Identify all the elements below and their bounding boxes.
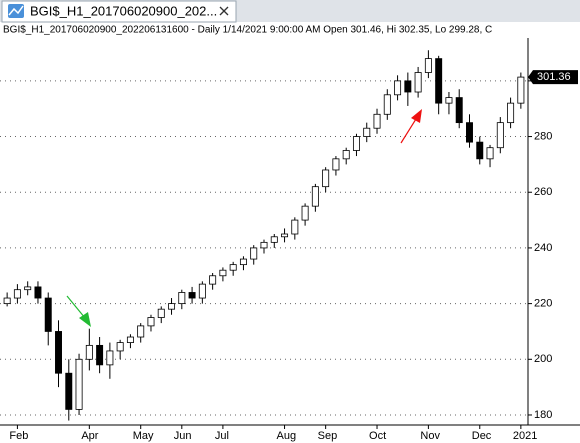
candle-body [466,122,473,143]
candle-body [311,186,319,207]
y-tick-label: 200 [534,353,552,365]
candle-body [44,297,52,332]
candle-body [373,113,381,129]
x-tick-label: Apr [81,430,98,442]
candle-body [147,317,155,327]
candle-body [13,289,21,299]
candle-body [414,72,422,93]
candle-body [486,147,494,160]
tab-title[interactable]: BGI$_H1_201706020900_202... [30,3,217,18]
x-tick-label: Dec [472,430,492,442]
candle-body [383,94,391,115]
x-tick-label: Sep [318,430,338,442]
candle-body [394,80,402,96]
annotation-arrow-red [400,109,422,144]
candle-body [219,269,227,277]
candle-body [24,286,32,291]
candle-body [424,58,432,73]
candle-body [270,236,278,243]
candle-body [260,241,268,249]
candle-body [116,342,124,352]
candle-body [34,286,42,299]
y-tick-label: 240 [534,242,552,254]
candle-body [281,233,289,238]
candle-body [178,292,186,305]
x-tick-label: Nov [420,430,440,442]
candle-body [188,292,196,299]
plot: 180200220240260280300FebAprMayJunJulAugS… [0,50,578,442]
x-tick-label: 2021 [513,430,537,442]
candle-body [126,336,134,343]
y-tick-label: 280 [534,130,552,142]
candle-body [352,136,360,151]
candle-body [445,97,453,104]
candle-body [496,122,504,149]
candle-body [250,247,258,260]
candle-body [85,344,93,360]
tab-close[interactable] [219,6,229,16]
candle-body [55,331,62,374]
candle-body [435,58,443,104]
candle-body [322,169,330,188]
candle-body [301,205,309,221]
candle-body [342,150,350,160]
y-tick-label: 220 [534,298,552,310]
candle-body [476,141,484,160]
x-tick-label: Jun [174,430,192,442]
x-tick-label: May [133,430,154,442]
x-tick-label: Aug [277,430,297,442]
candle-body [517,76,525,104]
x-tick-label: Oct [369,430,386,442]
candle-body [168,303,176,310]
candle-body [507,102,515,124]
candle-body [75,358,83,410]
y-tick-label: 260 [534,186,552,198]
candle-body [3,297,11,305]
candle-body [65,372,73,410]
tab[interactable] [1,0,237,23]
candle-body [157,308,165,318]
candle-body [363,127,371,137]
candle-body [239,258,247,266]
candle-body [404,80,412,93]
x-tick-label: Feb [9,430,28,442]
chart-subtitle: BGI$_H1_201706020900_202206131600 - Dail… [3,25,492,36]
candle-body [96,344,104,366]
x-tick-label: Jul [215,430,229,442]
last-price-label: 301.36 [537,71,571,83]
candle-body [229,264,237,271]
y-tick-label: 180 [534,409,552,421]
candle-body [198,283,206,299]
candle-body [455,97,463,124]
last-price-box [528,70,578,85]
candle-body [106,350,114,366]
candle-body [209,275,217,285]
annotation-arrow-green [66,295,91,327]
candle-body [332,158,340,171]
tab-icon-line [8,5,24,16]
candle-body [291,219,299,235]
candle-body [137,325,145,338]
